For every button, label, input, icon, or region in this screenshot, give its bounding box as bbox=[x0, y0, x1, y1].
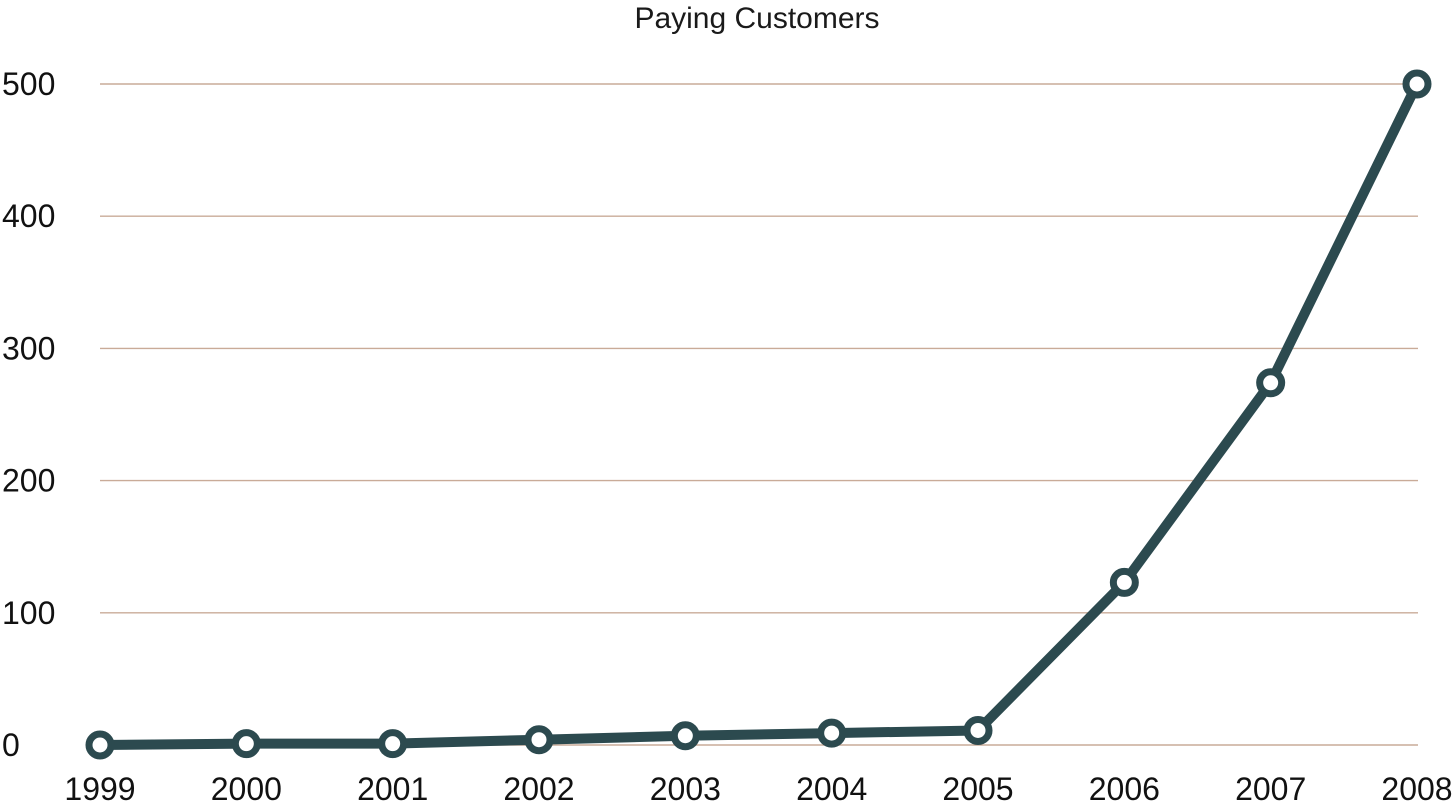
y-tick-label: 100 bbox=[2, 595, 55, 631]
data-point bbox=[670, 721, 700, 751]
grid-lines bbox=[100, 83, 1418, 746]
series bbox=[85, 69, 1432, 760]
data-point bbox=[963, 715, 993, 745]
data-point bbox=[817, 718, 847, 748]
x-tick-label: 2002 bbox=[503, 771, 574, 804]
series-line bbox=[95, 79, 1422, 750]
chart-title: Paying Customers bbox=[634, 2, 880, 35]
data-point bbox=[231, 729, 261, 759]
data-point bbox=[524, 725, 554, 755]
data-point bbox=[1256, 368, 1286, 398]
y-tick-label: 400 bbox=[2, 198, 55, 234]
data-point bbox=[1402, 69, 1432, 99]
x-tick-label: 2006 bbox=[1089, 771, 1160, 804]
data-point bbox=[1109, 567, 1139, 597]
y-axis-tick-labels: 0 100 200 300 400 500 bbox=[2, 66, 55, 763]
y-tick-label: 0 bbox=[2, 727, 20, 763]
x-tick-label: 2001 bbox=[357, 771, 428, 804]
y-tick-label: 200 bbox=[2, 463, 55, 499]
y-tick-label: 500 bbox=[2, 66, 55, 102]
x-tick-label: 2004 bbox=[796, 771, 867, 804]
data-point bbox=[378, 729, 408, 759]
x-tick-label: 2007 bbox=[1235, 771, 1306, 804]
x-tick-label: 2000 bbox=[211, 771, 282, 804]
x-tick-label: 1999 bbox=[64, 771, 135, 804]
x-axis-tick-labels: 1999 2000 2001 2002 2003 2004 2005 2006 2007 2008 bbox=[64, 771, 1452, 804]
x-tick-label: 2005 bbox=[942, 771, 1013, 804]
data-point bbox=[85, 730, 115, 760]
x-tick-label: 2008 bbox=[1381, 771, 1452, 804]
y-tick-label: 300 bbox=[2, 330, 55, 366]
x-tick-label: 2003 bbox=[650, 771, 721, 804]
